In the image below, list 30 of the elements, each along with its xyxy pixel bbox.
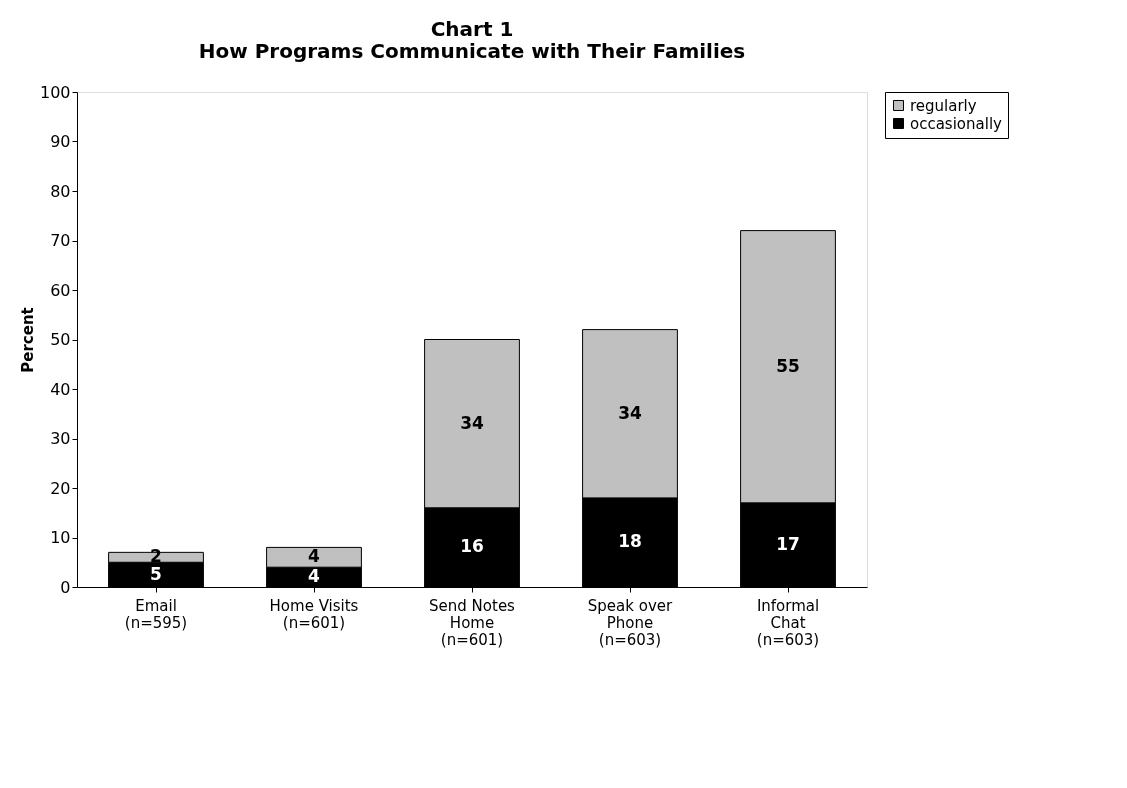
x-tick-label: Home Visits (n=601) bbox=[269, 596, 359, 632]
data-label: 18 bbox=[618, 531, 642, 552]
x-tick-label: Informal Chat (n=603) bbox=[756, 596, 820, 649]
x-tick-label: Speak over Phone (n=603) bbox=[587, 596, 674, 649]
data-label: 34 bbox=[618, 402, 642, 423]
y-tick-label: 30 bbox=[50, 429, 71, 448]
y-tick-label: 90 bbox=[50, 132, 71, 151]
x-tick-label: Email (n=595) bbox=[124, 596, 188, 632]
text: How Programs Communicate with Their Families bbox=[198, 39, 746, 63]
y-tick-label: 20 bbox=[50, 478, 71, 498]
y-tick-label: 0 bbox=[60, 577, 71, 597]
y-tick-label: 80 bbox=[50, 181, 71, 201]
data-label: 16 bbox=[460, 536, 484, 557]
text: Chart 1 bbox=[430, 17, 514, 41]
y-axis-title: Percent bbox=[18, 307, 37, 373]
data-label: 34 bbox=[460, 412, 484, 433]
data-label: 4 bbox=[308, 546, 321, 567]
legend-label: regularly bbox=[910, 96, 977, 115]
y-tick-label: 100 bbox=[39, 82, 71, 102]
y-tick-label: 50 bbox=[50, 330, 71, 349]
data-label: 5 bbox=[150, 563, 162, 584]
data-label: 55 bbox=[776, 355, 800, 376]
data-label: 4 bbox=[308, 566, 321, 587]
y-tick-label: 70 bbox=[50, 231, 71, 250]
y-tick-label: 10 bbox=[50, 528, 71, 547]
y-tick-label: 60 bbox=[50, 280, 71, 300]
legend-label: occasionally bbox=[910, 114, 1003, 133]
x-tick-label: Send Notes Home (n=601) bbox=[429, 596, 516, 649]
data-label: 17 bbox=[776, 533, 800, 554]
y-tick-label: 40 bbox=[50, 379, 71, 399]
